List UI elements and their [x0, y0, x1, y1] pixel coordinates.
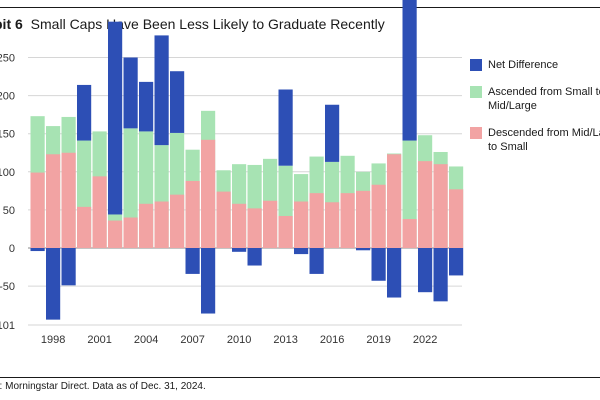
bar-net	[309, 248, 324, 274]
legend-label-ascended: Ascended from Small to Mid/Large	[488, 86, 600, 112]
bar-descended	[139, 203, 154, 248]
bar-descended	[123, 217, 138, 248]
bar-net	[170, 71, 185, 133]
y-tick-label: 0	[9, 243, 15, 255]
bar-net	[325, 104, 340, 162]
bar-net	[154, 35, 169, 146]
y-tick-label: -101	[0, 320, 15, 332]
bar-descended	[247, 208, 262, 248]
bar-descended	[387, 154, 402, 248]
y-tick-label: 50	[3, 205, 15, 217]
bar-descended	[449, 189, 464, 248]
exhibit-label: bit 6	[0, 16, 23, 32]
bar-descended	[418, 161, 433, 248]
y-tick-label: 250	[0, 53, 15, 65]
bar-net	[294, 248, 309, 255]
x-tick-labels: 1998 2001 2004 2007 2010 2013 2016 2019 2022	[41, 334, 437, 346]
x-tick-label: 1998	[41, 334, 65, 346]
x-tick-label: 2016	[320, 334, 344, 346]
legend-swatch-descended	[470, 127, 482, 139]
bar-descended	[108, 220, 123, 248]
bar-descended	[77, 206, 92, 248]
bar-descended	[371, 184, 386, 248]
bar-descended	[170, 194, 185, 248]
bar-descended	[263, 200, 278, 248]
legend-item-descended: Descended from Mid/Large to Small	[470, 126, 600, 154]
bar-descended	[92, 176, 107, 248]
bar-descended	[216, 191, 231, 248]
bar-descended	[154, 201, 169, 248]
bar-net	[185, 248, 200, 274]
bar-net	[278, 89, 293, 166]
bar-net	[402, 0, 417, 141]
bar-net	[356, 248, 371, 251]
bars	[30, 0, 464, 320]
bar-net	[123, 57, 138, 129]
legend-swatch-net	[470, 59, 482, 71]
bar-descended	[30, 172, 45, 248]
bar-net	[232, 248, 247, 252]
bar-descended	[402, 219, 417, 248]
y-tick-label: 200	[0, 91, 15, 103]
x-tick-label: 2007	[180, 334, 204, 346]
legend-swatch-ascended	[470, 86, 482, 98]
bar-net	[108, 21, 123, 215]
bar-descended	[340, 193, 355, 248]
y-tick-label: 100	[0, 167, 15, 179]
bar-descended	[232, 203, 247, 248]
bar-descended	[278, 215, 293, 248]
source-note: e: Morningstar Direct. Data as of Dec. 3…	[0, 381, 206, 392]
y-tick-labels: 250 200 150 100 50 0 -50 -101	[0, 53, 15, 332]
bar-descended	[201, 139, 216, 248]
x-tick-label: 2004	[134, 334, 158, 346]
legend-label-net: Net Difference	[488, 59, 559, 71]
y-tick-label: 150	[0, 129, 15, 141]
bar-net	[61, 248, 76, 286]
bar-descended	[46, 154, 61, 248]
legend-item-net: Net Difference	[470, 58, 600, 72]
bar-net	[387, 248, 402, 298]
bar-descended	[309, 193, 324, 248]
bar-net	[77, 84, 92, 141]
top-rule	[0, 7, 600, 8]
bar-net	[433, 248, 448, 302]
bar-net	[46, 248, 61, 320]
bar-net	[371, 248, 386, 281]
x-tick-label: 2001	[87, 334, 111, 346]
bar-descended	[325, 202, 340, 248]
bar-descended	[356, 190, 371, 248]
legend-label-descended: Descended from Mid/Large to Small	[488, 127, 600, 153]
legend-item-ascended: Ascended from Small to Mid/Large	[470, 85, 600, 113]
bar-net	[201, 248, 216, 314]
bar-net	[247, 248, 262, 266]
bar-net	[30, 248, 45, 252]
y-tick-label: -50	[0, 281, 15, 293]
bar-net	[449, 248, 464, 276]
bar-net	[139, 81, 154, 132]
bar-net	[418, 248, 433, 293]
bar-descended	[433, 164, 448, 248]
bottom-rule	[0, 377, 600, 378]
x-tick-label: 2010	[227, 334, 251, 346]
bar-descended	[61, 152, 76, 248]
legend: Net Difference Ascended from Small to Mi…	[470, 58, 600, 167]
bar-descended	[294, 201, 309, 248]
x-tick-label: 2013	[273, 334, 297, 346]
bar-descended	[185, 180, 200, 248]
x-tick-label: 2019	[366, 334, 390, 346]
x-tick-label: 2022	[413, 334, 437, 346]
